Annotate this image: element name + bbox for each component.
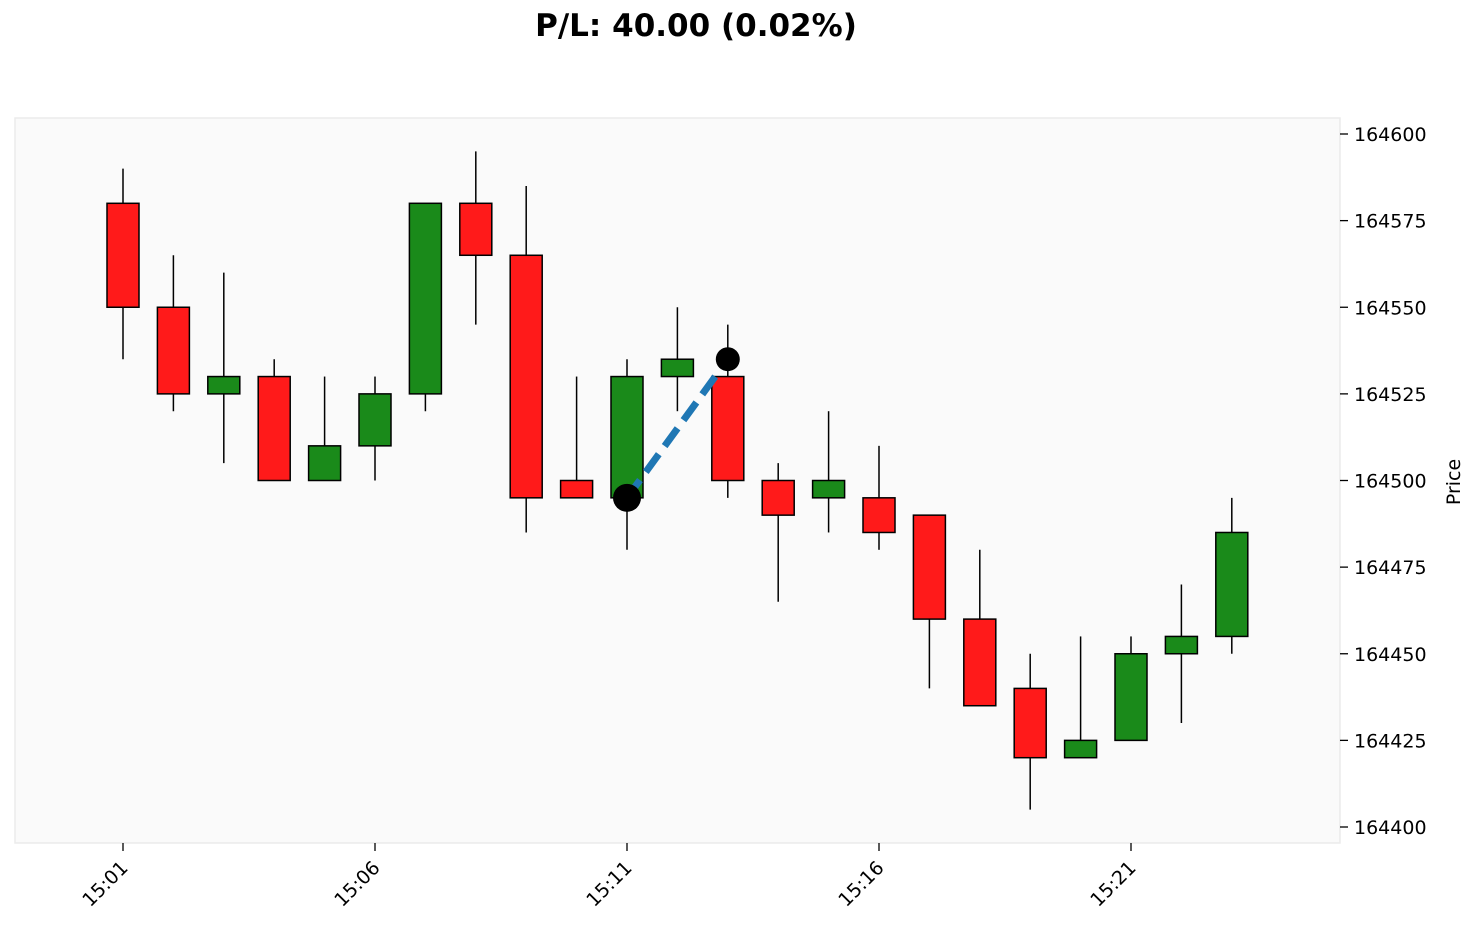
- y-tick-label: 164400: [1354, 817, 1427, 839]
- candle-body-up: [207, 375, 241, 395]
- x-tick-label: 15:01: [78, 857, 132, 911]
- candle-17: [963, 549, 997, 707]
- candle-body-down: [459, 202, 493, 257]
- candle-body-down: [559, 479, 594, 499]
- x-tick-label: 15:11: [582, 857, 636, 911]
- candle-6: [408, 202, 443, 412]
- candle-21: [1164, 584, 1199, 724]
- candle-1: [156, 255, 191, 412]
- candle-7: [459, 151, 493, 325]
- candle-body-down: [711, 375, 745, 482]
- trade-entry-marker: [613, 483, 641, 512]
- candle-2: [207, 272, 241, 464]
- candle-body-up: [1063, 739, 1098, 759]
- y-tick-label: 164575: [1354, 211, 1427, 233]
- candle-13: [761, 463, 795, 602]
- candle-body-down: [912, 514, 947, 620]
- candle-5: [358, 376, 392, 481]
- trade-line: [624, 357, 731, 500]
- x-tick-label: 15:06: [330, 857, 384, 911]
- candle-body-down: [509, 254, 543, 499]
- candle-body-up: [408, 202, 443, 395]
- candle-body-down: [761, 479, 795, 516]
- y-tick-label: 164450: [1354, 644, 1427, 666]
- x-tick-label: 15:21: [1086, 857, 1140, 911]
- candle-body-down: [1013, 687, 1047, 759]
- x-tick-label: 15:16: [834, 857, 888, 911]
- candle-body-up: [660, 358, 695, 378]
- candle-19: [1063, 636, 1098, 759]
- candle-8: [509, 185, 543, 533]
- candle-16: [912, 514, 947, 689]
- candle-0: [106, 168, 140, 360]
- candle-body-up: [358, 393, 392, 447]
- y-axis: 164400 164425 164450 164475 164500 164525 1645…: [1340, 124, 1427, 839]
- candle-body-up: [811, 479, 846, 499]
- chart-title: P/L: 40.00 (0.02%): [535, 8, 857, 44]
- candle-body-up: [1164, 635, 1199, 655]
- y-tick-label: 164425: [1354, 730, 1427, 752]
- candle-15: [862, 445, 896, 550]
- candle-body-up: [1215, 531, 1249, 638]
- candles-group: [106, 151, 1249, 810]
- candle-4: [307, 376, 342, 482]
- candle-body-down: [257, 375, 291, 482]
- candle-body-down: [963, 618, 997, 707]
- y-tick-label: 164525: [1354, 384, 1427, 406]
- candle-body-down: [106, 202, 140, 308]
- x-axis: 15:01 15:06 15:11 15:16 15:21: [78, 843, 1141, 911]
- candle-body-down: [156, 306, 191, 395]
- y-tick-label: 164500: [1354, 471, 1427, 493]
- candle-22: [1215, 497, 1249, 654]
- candle-11: [660, 307, 695, 412]
- candle-14: [811, 411, 846, 533]
- y-axis-title: Price: [1443, 459, 1465, 505]
- candle-9: [559, 376, 594, 499]
- trade-group: [613, 347, 740, 512]
- y-tick-label: 164550: [1354, 297, 1427, 319]
- candle-3: [257, 359, 291, 482]
- candle-body-up: [1114, 653, 1148, 742]
- candle-body-up: [307, 445, 342, 482]
- candle-18: [1013, 653, 1047, 810]
- candle-body-down: [862, 497, 896, 534]
- y-tick-label: 164475: [1354, 557, 1427, 579]
- trade-exit-marker: [715, 347, 740, 372]
- candle-10: [610, 359, 644, 550]
- y-tick-label: 164600: [1354, 124, 1427, 146]
- candle-20: [1114, 636, 1148, 742]
- candle-12: [711, 324, 745, 498]
